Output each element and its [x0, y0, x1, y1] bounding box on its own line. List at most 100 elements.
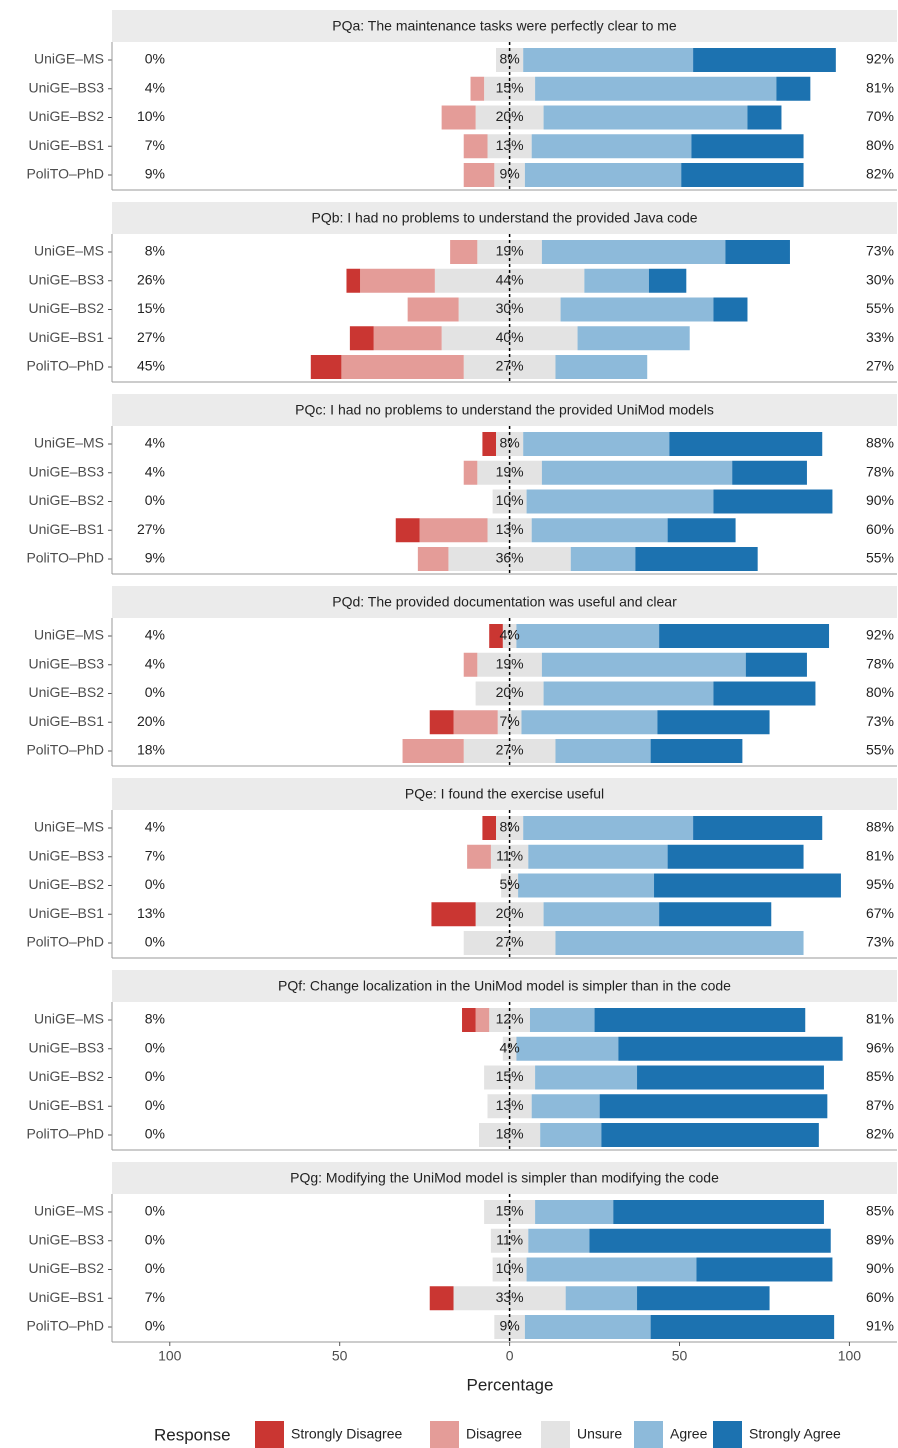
- legend-key: [713, 1421, 742, 1448]
- right-label: 80%: [866, 684, 894, 700]
- left-label: 0%: [145, 684, 165, 700]
- value-label: 27%: [496, 742, 524, 758]
- value-label: 11%: [496, 1231, 523, 1247]
- right-label: 90%: [866, 492, 894, 508]
- bar-segment: [531, 518, 668, 543]
- left-label: 7%: [145, 1289, 165, 1305]
- left-label: 8%: [145, 1011, 165, 1027]
- left-label: 0%: [145, 51, 165, 67]
- right-label: 81%: [866, 847, 894, 863]
- left-label: 7%: [145, 847, 165, 863]
- bar-segment: [654, 873, 841, 898]
- y-tick-label: UniGE–BS1: [29, 521, 105, 537]
- bar-segment: [555, 739, 651, 763]
- y-tick-label: PoliTO–PhD: [26, 1318, 104, 1334]
- value-label: 19%: [496, 463, 524, 479]
- bar-segment: [667, 844, 804, 869]
- legend-key: [430, 1421, 459, 1448]
- bar-segment: [696, 1257, 833, 1282]
- value-label: 5%: [499, 876, 519, 892]
- left-label: 0%: [145, 1203, 165, 1219]
- bar-segment: [589, 1228, 831, 1253]
- bar-segment: [395, 518, 420, 543]
- bar-segment: [402, 739, 464, 763]
- legend-label: Unsure: [577, 1426, 622, 1442]
- right-label: 88%: [866, 435, 894, 451]
- left-label: 18%: [137, 742, 165, 758]
- bar-segment: [431, 902, 476, 927]
- bar-segment: [516, 1036, 619, 1061]
- bar-segment: [543, 902, 660, 927]
- y-tick-label: UniGE–BS1: [29, 329, 105, 345]
- bar-segment: [570, 547, 636, 571]
- panel-title: PQe: I found the exercise useful: [405, 786, 604, 802]
- bar-segment: [535, 1065, 638, 1090]
- bar-segment: [521, 710, 658, 735]
- panel-strip: [112, 1162, 897, 1194]
- left-label: 20%: [137, 713, 165, 729]
- value-label: 13%: [496, 1097, 524, 1113]
- legend-label: Strongly Disagree: [291, 1426, 402, 1442]
- bar-segment: [650, 739, 743, 763]
- left-label: 9%: [145, 166, 165, 182]
- panel-title: PQc: I had no problems to understand the…: [295, 402, 714, 418]
- y-tick-label: UniGE–BS1: [29, 137, 105, 153]
- value-label: 12%: [496, 1011, 524, 1027]
- y-tick-label: UniGE–BS1: [29, 1289, 105, 1305]
- bar-segment: [599, 1094, 828, 1119]
- bar-segment: [373, 326, 442, 351]
- bar-segment: [745, 652, 807, 677]
- value-label: 40%: [496, 329, 524, 345]
- y-tick-label: UniGE–BS2: [29, 1260, 105, 1276]
- bar-segment: [540, 1123, 602, 1147]
- bar-segment: [463, 134, 488, 159]
- right-label: 55%: [866, 550, 894, 566]
- bar-segment: [637, 1286, 770, 1311]
- y-tick-label: UniGE–BS3: [29, 79, 105, 95]
- left-label: 8%: [145, 243, 165, 259]
- y-tick-label: PoliTO–PhD: [26, 934, 104, 950]
- bar-segment: [528, 1228, 590, 1253]
- bar-segment: [560, 297, 714, 322]
- bar-segment: [669, 432, 823, 456]
- right-label: 95%: [866, 876, 894, 892]
- value-label: 11%: [496, 847, 523, 863]
- bar-segment: [531, 1094, 600, 1119]
- bar-segment: [555, 355, 648, 379]
- bar-segment: [489, 624, 503, 648]
- y-tick-label: UniGE–BS3: [29, 655, 105, 671]
- bar-segment: [713, 681, 816, 706]
- panel-strip: [112, 10, 897, 42]
- value-label: 13%: [496, 137, 524, 153]
- right-label: 82%: [866, 1126, 894, 1142]
- right-label: 78%: [866, 463, 894, 479]
- bar-segment: [613, 1200, 824, 1224]
- panel-strip: [112, 202, 897, 234]
- bar-segment: [523, 48, 694, 72]
- right-label: 90%: [866, 1260, 894, 1276]
- bar-segment: [528, 844, 668, 869]
- left-label: 4%: [145, 819, 165, 835]
- y-tick-label: UniGE–BS2: [29, 492, 105, 508]
- bar-segment: [360, 268, 435, 293]
- bar-segment: [594, 1008, 806, 1032]
- bar-segment: [501, 873, 519, 898]
- y-tick-label: UniGE–MS: [34, 1011, 104, 1027]
- left-label: 0%: [145, 1260, 165, 1276]
- left-label: 27%: [137, 329, 165, 345]
- bar-segment: [776, 76, 811, 101]
- bar-segment: [523, 432, 670, 456]
- y-tick-label: UniGE–BS3: [29, 463, 105, 479]
- right-label: 85%: [866, 1068, 894, 1084]
- bar-segment: [531, 134, 692, 159]
- legend-key: [634, 1421, 663, 1448]
- bar-segment: [543, 105, 748, 130]
- y-tick-label: UniGE–BS3: [29, 847, 105, 863]
- left-label: 4%: [145, 627, 165, 643]
- right-label: 30%: [866, 271, 894, 287]
- value-label: 10%: [496, 492, 524, 508]
- left-label: 4%: [145, 655, 165, 671]
- left-label: 0%: [145, 1097, 165, 1113]
- y-tick-label: UniGE–BS2: [29, 300, 105, 316]
- bar-segment: [584, 268, 649, 293]
